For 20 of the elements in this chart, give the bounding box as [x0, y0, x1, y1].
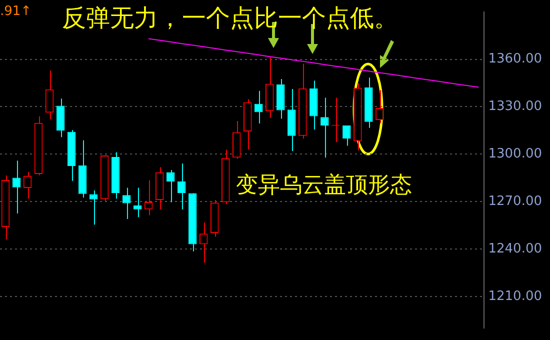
y-tick-label: 1270.00	[488, 194, 542, 210]
candlestick	[45, 70, 54, 120]
y-tick-label: 1330.00	[488, 99, 542, 114]
annotation: 变异乌云盖顶形态	[236, 172, 412, 200]
candlestick	[177, 163, 186, 210]
candlestick	[133, 187, 142, 218]
y-tick-label: 1300.00	[488, 146, 542, 162]
candlestick	[122, 187, 131, 220]
y-tick-label: 1240.00	[488, 241, 542, 256]
candlestick	[56, 98, 65, 138]
candlestick	[276, 78, 285, 120]
candlestick	[89, 190, 98, 226]
candlestick	[320, 97, 329, 158]
chart-title: 反弹无力，一个点比一个点低。	[62, 3, 398, 34]
y-tick-label: 1210.00	[488, 288, 542, 304]
y-tick-label: 1360.00	[488, 52, 542, 67]
annotation: .91↑	[0, 4, 32, 19]
candlestick	[12, 160, 21, 214]
candlestick	[232, 120, 241, 160]
candlestick	[254, 90, 263, 124]
